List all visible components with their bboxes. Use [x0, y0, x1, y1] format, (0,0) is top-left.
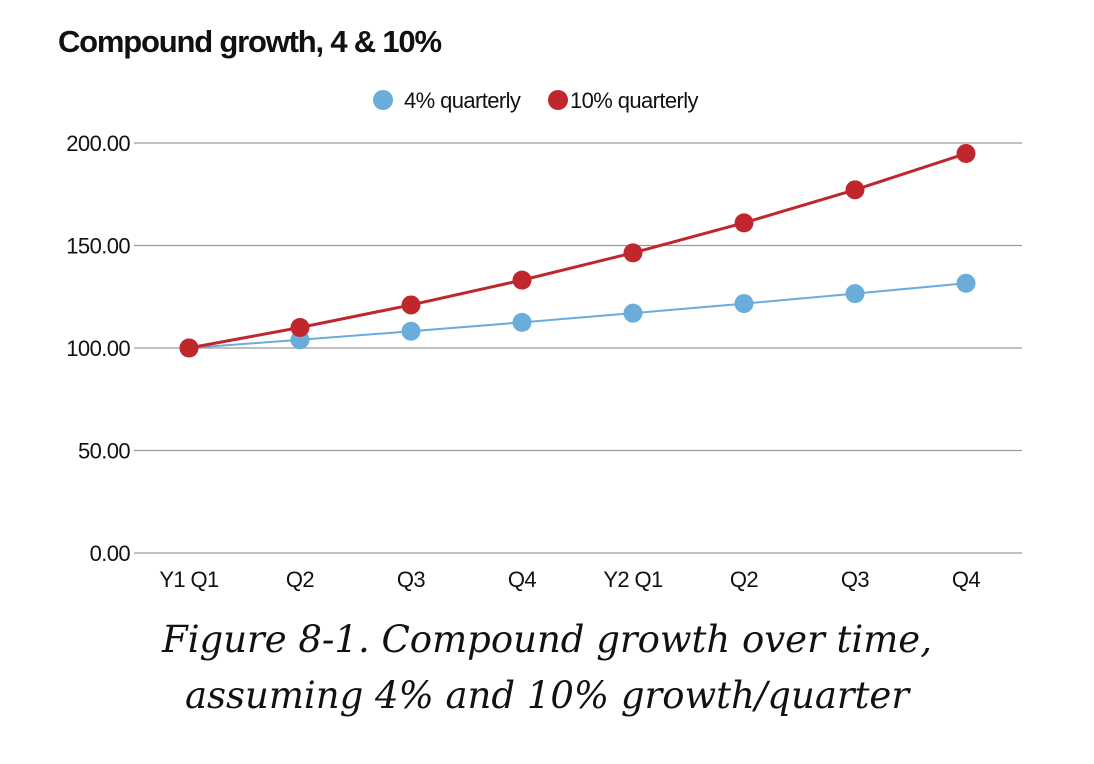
data-point: [956, 144, 976, 164]
legend-label: 10% quarterly: [570, 88, 699, 113]
series-layer: [179, 144, 976, 358]
legend-item: 10% quarterly: [548, 88, 699, 113]
data-point: [734, 294, 754, 314]
y-tick-label: 0.00: [90, 541, 131, 566]
data-point: [734, 213, 754, 233]
data-point: [290, 318, 310, 337]
series-four-percent: [179, 273, 976, 358]
data-point: [845, 284, 865, 304]
x-tick-label: Y1 Q1: [159, 567, 219, 592]
x-tick-label: Q4: [508, 567, 537, 592]
y-tick-label: 50.00: [78, 439, 130, 464]
data-point: [623, 243, 643, 263]
figure-caption: Figure 8-1. Compound growth over time, a…: [0, 612, 1094, 724]
series-ten-percent: [179, 144, 976, 358]
chart-title: Compound growth, 4 & 10%: [58, 24, 442, 59]
legend: 4% quarterly 10% quarterly: [373, 88, 699, 113]
y-axis-ticks: 0.00 50.00 100.00 150.00 200.00: [66, 131, 131, 566]
data-point: [401, 321, 421, 341]
x-tick-label: Q4: [952, 567, 981, 592]
y-tick-label: 100.00: [66, 336, 130, 361]
series-line: [188, 282, 967, 349]
data-point: [179, 338, 199, 358]
data-point: [512, 270, 532, 290]
x-tick-label: Q3: [841, 567, 870, 592]
caption-line-2: assuming 4% and 10% growth/quarter: [184, 674, 910, 717]
data-point: [845, 180, 865, 200]
legend-item: 4% quarterly: [373, 88, 522, 113]
y-tick-label: 200.00: [66, 131, 130, 156]
legend-marker: [373, 90, 393, 110]
caption-line-1: Figure 8-1. Compound growth over time,: [162, 618, 932, 661]
x-axis-ticks: Y1 Q1 Q2 Q3 Q4 Y2 Q1 Q2 Q3 Q4: [159, 567, 981, 592]
x-tick-label: Q2: [730, 567, 759, 592]
data-point: [623, 303, 643, 323]
x-tick-label: Y2 Q1: [603, 567, 663, 592]
series-line: [188, 152, 967, 350]
x-tick-label: Q3: [397, 567, 426, 592]
legend-marker: [548, 90, 568, 110]
data-point: [512, 312, 532, 332]
x-tick-label: Q2: [286, 567, 315, 592]
grid-layer: [134, 142, 1022, 554]
data-point: [956, 273, 976, 293]
y-tick-label: 150.00: [66, 234, 130, 259]
legend-label: 4% quarterly: [404, 88, 521, 113]
data-point: [401, 295, 421, 315]
